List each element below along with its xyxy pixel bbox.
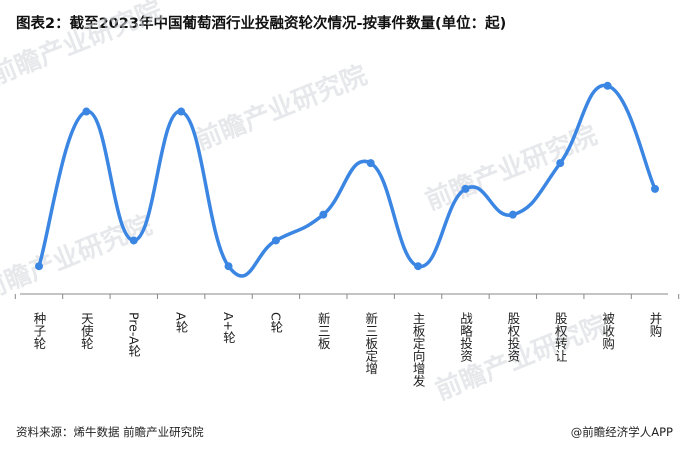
- x-tick-label: C轮: [268, 312, 283, 334]
- brand-text: @前瞻经济学人APP: [570, 425, 673, 439]
- x-tick-label: 股权投资: [505, 312, 520, 363]
- x-tick-label: 战略投资: [458, 312, 473, 363]
- data-point: [366, 159, 375, 168]
- watermark-text: 前瞻产业研究院: [191, 60, 371, 157]
- data-point: [35, 262, 43, 271]
- data-point: [224, 262, 233, 271]
- x-tick-label: 被收购: [600, 312, 615, 350]
- x-tick-label: A轮: [174, 312, 189, 334]
- x-tick-label: 并购: [648, 312, 663, 338]
- data-points: [35, 81, 659, 271]
- watermark-text: 前瞻产业研究院: [0, 0, 166, 91]
- data-point: [319, 210, 328, 219]
- data-point: [461, 184, 470, 193]
- data-point: [556, 159, 565, 168]
- data-point: [651, 184, 659, 193]
- data-point: [508, 210, 517, 219]
- data-point: [414, 262, 423, 271]
- data-point: [82, 107, 91, 116]
- data-point: [177, 107, 186, 116]
- data-point: [603, 81, 612, 90]
- x-tick-label: 种子轮: [32, 312, 47, 350]
- data-point: [271, 236, 280, 245]
- x-axis-ticks: [14, 294, 680, 299]
- chart-title: 图表2：截至2023年中国葡萄酒行业投融资轮次情况-按事件数量(单位：起): [16, 16, 507, 32]
- x-tick-label: 新三板: [316, 311, 331, 350]
- x-tick-label: 天使轮: [79, 312, 94, 350]
- brand-credit: @前瞻经济学人APP: [571, 424, 673, 440]
- x-tick-label: 新三板定增: [363, 311, 378, 375]
- x-tick-label: 股权转让: [553, 312, 568, 362]
- data-point: [129, 236, 138, 245]
- watermark-text: 前瞻产业研究院: [0, 210, 156, 307]
- x-tick-label: Pre-A轮: [126, 312, 141, 358]
- x-tick-labels: 种子轮 天使轮 Pre-A轮 A轮 A+轮 C轮 新三板 新三板定增 主板定向增发 战略投资 股权投…: [32, 311, 663, 387]
- x-tick-label: A+轮: [221, 312, 236, 344]
- x-tick-label: 主板定向增发: [411, 312, 426, 387]
- source-note: 资料来源：烯牛数据 前瞻产业研究院: [16, 425, 204, 439]
